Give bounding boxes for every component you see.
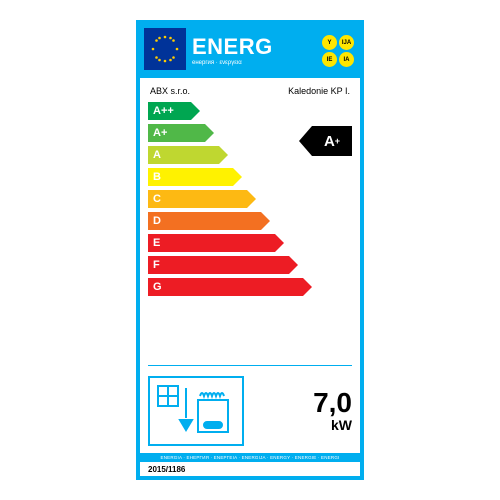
- suffix-circle: IE: [322, 52, 337, 67]
- badge-arrow-icon: [299, 126, 312, 156]
- model-name: Kaledonie KP I.: [288, 86, 350, 96]
- arrow-head-icon: [247, 190, 256, 208]
- class-arrow: B: [148, 168, 242, 186]
- class-arrow: A++: [148, 102, 200, 120]
- supplier-name: ABX s.r.o.: [150, 86, 190, 96]
- class-arrow: G: [148, 278, 312, 296]
- class-arrow: D: [148, 212, 270, 230]
- class-arrow: F: [148, 256, 298, 274]
- arrow-head-icon: [303, 278, 312, 296]
- arrow-head-icon: [191, 102, 200, 120]
- energ-title: ENERG: [192, 36, 320, 58]
- power-output: 7,0 kW: [313, 389, 352, 433]
- rating-value: A+: [312, 126, 352, 156]
- eu-flag-icon: [144, 28, 186, 70]
- rating-badge: A+: [299, 126, 352, 156]
- class-arrow-label: D: [148, 212, 261, 230]
- header: ENERG енергия · ενεργεια YIJAIEIA: [140, 24, 360, 78]
- class-arrow: A: [148, 146, 228, 164]
- heater-pictogram-icon: [148, 376, 244, 446]
- class-arrow-label: A+: [148, 124, 205, 142]
- energ-title-block: ENERG енергия · ενεργεια: [186, 28, 320, 74]
- supplier-row: ABX s.r.o. Kaledonie KP I.: [140, 78, 360, 102]
- class-arrow: E: [148, 234, 284, 252]
- class-arrow-label: B: [148, 168, 233, 186]
- arrow-head-icon: [219, 146, 228, 164]
- class-arrow-label: E: [148, 234, 275, 252]
- class-arrow: C: [148, 190, 256, 208]
- class-arrow-label: A++: [148, 102, 191, 120]
- language-strip: ENERGIA · ЕНЕРГИЯ · ΕΝΕΡΓΕΙΑ · ENERGIJA …: [140, 453, 360, 462]
- class-arrow-label: F: [148, 256, 289, 274]
- class-arrows: A+ A++ A+ ABCDEFG: [148, 102, 360, 302]
- energy-label: ENERG енергия · ενεργεια YIJAIEIA ABX s.…: [136, 20, 364, 480]
- class-arrow-label: G: [148, 278, 303, 296]
- suffix-circle: IJA: [339, 35, 354, 50]
- bottom-row: 7,0 kW: [148, 365, 352, 446]
- arrow-head-icon: [261, 212, 270, 230]
- arrow-head-icon: [275, 234, 284, 252]
- arrow-head-icon: [289, 256, 298, 274]
- power-value: 7,0: [313, 389, 352, 417]
- arrow-head-icon: [233, 168, 242, 186]
- suffix-circle: Y: [322, 35, 337, 50]
- class-arrow-label: C: [148, 190, 247, 208]
- class-arrow-label: A: [148, 146, 219, 164]
- class-arrow: A+: [148, 124, 214, 142]
- energ-subtitle: енергия · ενεργεια: [192, 60, 320, 67]
- suffix-circles: YIJAIEIA: [320, 28, 356, 74]
- arrow-head-icon: [205, 124, 214, 142]
- power-unit: kW: [313, 417, 352, 433]
- regulation-number: 2015/1186: [148, 465, 185, 474]
- suffix-circle: IA: [339, 52, 354, 67]
